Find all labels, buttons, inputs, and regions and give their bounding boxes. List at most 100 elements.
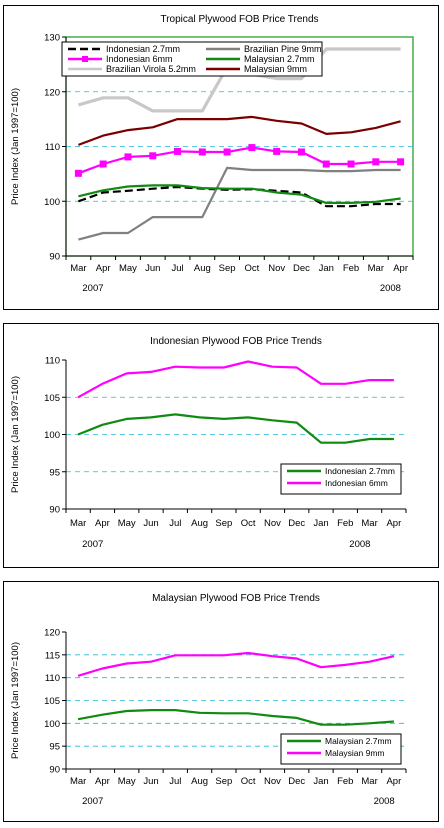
x-tick-label: Sep <box>215 518 232 529</box>
legend-label: Brazilian Pine 9mm <box>244 44 322 54</box>
x-tick-label: Aug <box>191 776 208 787</box>
data-point <box>124 153 132 161</box>
x-tick-label: Jul <box>171 263 183 274</box>
chart-panel-tropical: Tropical Plywood FOB Price Trends 90 100 11… <box>3 5 439 310</box>
x-tick-label: Jun <box>145 263 160 274</box>
legend-label: Indonesian 6mm <box>106 54 173 64</box>
data-point <box>372 158 380 166</box>
series-line-1 <box>77 651 395 677</box>
y-tick-label: 90 <box>49 765 60 776</box>
year-label: 2008 <box>349 539 370 550</box>
y-tick-label: 120 <box>44 628 60 639</box>
x-tick-label: Jul <box>169 776 181 787</box>
legend-label: Indonesian 6mm <box>325 478 388 488</box>
x-tick-label: Mar <box>70 518 86 529</box>
x-tick-label: Feb <box>343 263 359 274</box>
x-tick-label: Dec <box>288 776 305 787</box>
x-tick-label: Feb <box>337 518 353 529</box>
y-tick-label: 110 <box>45 356 60 367</box>
legend-label: Malaysian 9mm <box>244 64 307 74</box>
x-tick-label: Feb <box>337 776 353 787</box>
x-tick-label: May <box>118 776 136 787</box>
legend-box <box>280 463 402 495</box>
y-tick-label: 120 <box>44 87 60 98</box>
legend-label: Malaysian 9mm <box>325 748 385 758</box>
y-tick-label: 110 <box>45 673 60 684</box>
legend-label: Indonesian 2.7mm <box>106 44 180 54</box>
y-tick-label: 115 <box>45 650 60 661</box>
data-point <box>397 158 405 166</box>
legend-label: Malaysian 2.7mm <box>244 54 315 64</box>
y-tick-label: 90 <box>49 505 60 516</box>
x-tick-label: May <box>118 518 136 529</box>
data-point <box>248 144 256 152</box>
x-tick-label: Oct <box>241 776 256 787</box>
x-tick-label: Mar <box>361 776 377 787</box>
year-label: 2008 <box>380 283 401 294</box>
chart-title: Tropical Plywood FOB Price Trends <box>160 14 318 25</box>
x-tick-label: Oct <box>245 263 260 274</box>
chart-title: Malaysian Plywood FOB Price Trends <box>152 593 320 604</box>
x-tick-label: Aug <box>194 263 211 274</box>
x-tick-label: Jan <box>313 776 328 787</box>
legend-box <box>61 41 323 77</box>
series-line-0 <box>77 413 394 444</box>
x-tick-label: Jun <box>143 776 158 787</box>
y-tick-label: 100 <box>44 430 60 441</box>
data-point <box>223 148 231 156</box>
y-tick-label: 100 <box>44 197 60 208</box>
x-tick-label: Nov <box>264 518 281 529</box>
x-tick-label: Apr <box>95 776 110 787</box>
y-tick-label: 95 <box>49 742 60 753</box>
data-point <box>297 148 305 156</box>
data-point <box>198 148 206 156</box>
x-tick-label: Jan <box>313 518 328 529</box>
y-axis-label: Price Index (Jan 1997=100) <box>10 642 21 759</box>
series-line-5 <box>78 115 401 146</box>
legend-marker <box>82 56 88 62</box>
x-tick-label: Mar <box>70 776 86 787</box>
x-tick-label: Sep <box>219 263 236 274</box>
year-label: 2007 <box>82 796 103 807</box>
series-line-1 <box>77 360 394 399</box>
x-tick-label: Aug <box>191 518 208 529</box>
data-point <box>149 152 157 160</box>
legend-box <box>280 733 402 765</box>
x-tick-label: Nov <box>264 776 281 787</box>
x-tick-label: Jun <box>143 518 158 529</box>
data-point <box>322 160 330 168</box>
y-tick-label: 110 <box>45 142 60 153</box>
x-tick-label: Mar <box>70 263 86 274</box>
series-line-3 <box>78 166 401 241</box>
series-line-0 <box>77 709 394 726</box>
y-tick-label: 90 <box>49 252 60 263</box>
y-tick-label: 130 <box>44 33 60 44</box>
y-tick-label: 100 <box>44 719 60 730</box>
data-point <box>99 160 107 168</box>
chart-tropical: Tropical Plywood FOB Price Trends 90 100 11… <box>10 14 414 294</box>
x-tick-label: Apr <box>393 263 408 274</box>
year-label: 2007 <box>82 539 103 550</box>
x-tick-label: Apr <box>96 263 111 274</box>
legend-label: Indonesian 2.7mm <box>325 466 395 476</box>
x-tick-label: Apr <box>386 518 401 529</box>
data-point <box>273 147 281 155</box>
y-tick-label: 95 <box>49 467 60 478</box>
x-tick-label: Dec <box>293 263 310 274</box>
chart-panel-indonesian: Indonesian Plywood FOB Price Trends 90 95 1… <box>3 323 439 568</box>
chart-indonesian: Indonesian Plywood FOB Price Trends 90 95 1… <box>10 336 407 550</box>
data-point <box>347 160 355 168</box>
x-tick-label: May <box>119 263 137 274</box>
chart-panel-malaysian: Malaysian Plywood FOB Price Trends 90 95 10… <box>3 581 439 822</box>
y-axis-label: Price Index (Jan 1997=100) <box>10 376 21 493</box>
x-tick-label: Nov <box>268 263 285 274</box>
x-tick-label: Oct <box>241 518 256 529</box>
x-tick-label: Jan <box>319 263 334 274</box>
y-tick-label: 105 <box>44 696 60 707</box>
x-tick-label: Mar <box>368 263 384 274</box>
x-tick-label: Apr <box>386 776 401 787</box>
series-line-1 <box>78 146 401 175</box>
legend-label: Malaysian 2.7mm <box>325 736 392 746</box>
y-axis-label: Price Index (Jan 1997=100) <box>10 88 21 205</box>
x-tick-label: Jul <box>169 518 181 529</box>
